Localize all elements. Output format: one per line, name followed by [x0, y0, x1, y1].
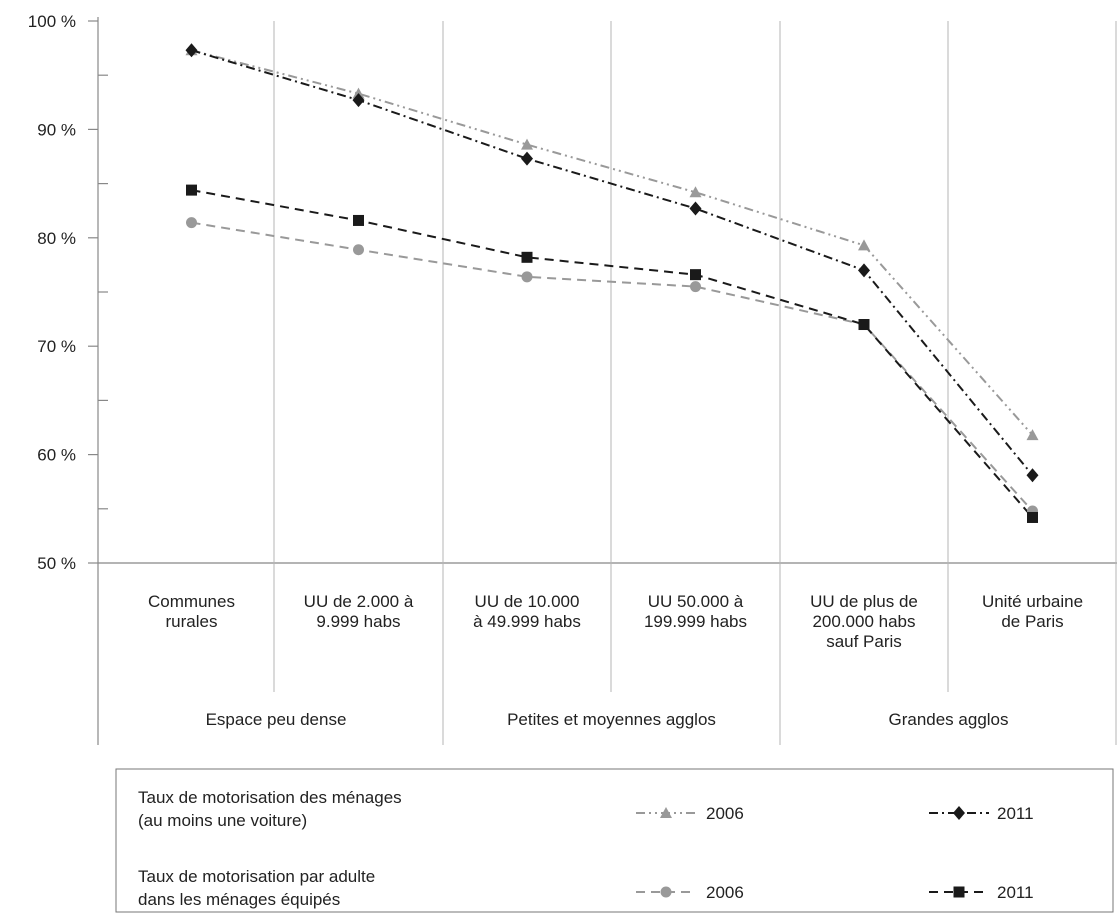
data-point-menages-2011 [1026, 468, 1039, 483]
legend-row-label: Taux de motorisation par adulte [138, 867, 375, 886]
category-label: sauf Paris [826, 632, 902, 651]
legend-marker-menages-2006 [660, 807, 672, 818]
data-point-adulte-2006 [690, 281, 701, 293]
category-label: rurales [166, 612, 218, 631]
data-point-menages-2011 [858, 263, 870, 278]
data-point-adulte-2006 [521, 271, 533, 283]
y-tick-label: 60 % [37, 446, 76, 465]
legend-marker-adulte-2011 [953, 886, 965, 898]
series-line-menages-2011 [191, 49, 1034, 476]
category-label: à 49.999 habs [473, 612, 581, 631]
data-point-menages-2011 [352, 93, 365, 108]
y-tick-label: 100 % [28, 12, 76, 31]
data-point-adulte-2006 [353, 244, 364, 256]
category-label: Communes [148, 592, 235, 611]
legend-series-label: 2011 [997, 883, 1034, 902]
legend-row-label: (au moins une voiture) [138, 811, 307, 830]
legend-series-label: 2011 [997, 804, 1034, 823]
y-tick-label: 50 % [37, 554, 76, 573]
data-point-adulte-2006 [186, 217, 197, 229]
data-point-adulte-2011 [690, 269, 701, 281]
data-point-menages-2006 [521, 138, 533, 150]
series-line-adulte-2006 [191, 221, 1034, 512]
data-point-adulte-2011 [521, 251, 533, 263]
legend-marker-menages-2011 [953, 806, 965, 820]
data-point-menages-2011 [185, 43, 198, 58]
legend-row-label: Taux de motorisation des ménages [138, 788, 402, 807]
legend-marker-adulte-2006 [660, 886, 672, 898]
category-label: Unité urbaine [982, 592, 1083, 611]
data-point-menages-2011 [521, 151, 533, 166]
y-tick-label: 90 % [37, 120, 76, 139]
data-point-adulte-2011 [1027, 511, 1038, 523]
category-label: 199.999 habs [644, 612, 747, 631]
series-line-adulte-2011 [191, 189, 1034, 519]
category-label: 9.999 habs [316, 612, 400, 631]
category-label: UU 50.000 à [648, 592, 744, 611]
category-label: UU de 2.000 à [304, 592, 414, 611]
data-point-menages-2006 [1026, 429, 1039, 441]
legend-box [115, 768, 1114, 913]
data-point-adulte-2011 [186, 184, 197, 196]
group-label: Grandes agglos [888, 710, 1008, 729]
legend-row-label: dans les ménages équipés [138, 890, 340, 909]
data-point-menages-2006 [352, 87, 365, 99]
legend-series-label: 2006 [706, 804, 744, 823]
y-tick-label: 70 % [37, 337, 76, 356]
category-label: de Paris [1001, 612, 1063, 631]
group-label: Espace peu dense [206, 710, 347, 729]
category-label: UU de plus de [810, 592, 918, 611]
data-point-menages-2006 [689, 186, 702, 198]
data-point-adulte-2011 [353, 214, 364, 226]
data-point-adulte-2011 [858, 319, 870, 331]
data-point-menages-2011 [689, 201, 702, 216]
legend-series-label: 2006 [706, 883, 744, 902]
data-point-menages-2006 [858, 239, 870, 251]
category-label: 200.000 habs [812, 612, 915, 631]
category-label: UU de 10.000 [475, 592, 580, 611]
group-label: Petites et moyennes agglos [507, 710, 716, 729]
y-tick-label: 80 % [37, 229, 76, 248]
